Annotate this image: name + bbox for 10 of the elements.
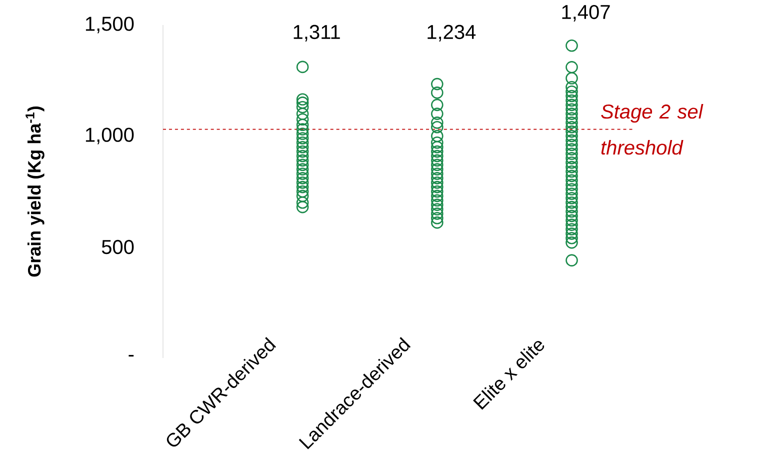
x-tick-label: Elite x elite: [473, 340, 544, 410]
annotation: 1,311: [294, 24, 340, 42]
y-tick-label: 1,500: [86, 16, 134, 34]
ref-line-label: Stage 2 sel threshold: [601, 104, 704, 155]
y-tick-label: 1,000: [86, 128, 134, 144]
y-axis-title: Grain yield (Kg ha$^{-1}$): [26, 106, 44, 277]
text: 1,407: [562, 4, 610, 22]
annotation: 1,234: [428, 24, 476, 42]
y-tick-label: 500: [102, 240, 134, 254]
y-tick-label: -: [128, 354, 134, 356]
